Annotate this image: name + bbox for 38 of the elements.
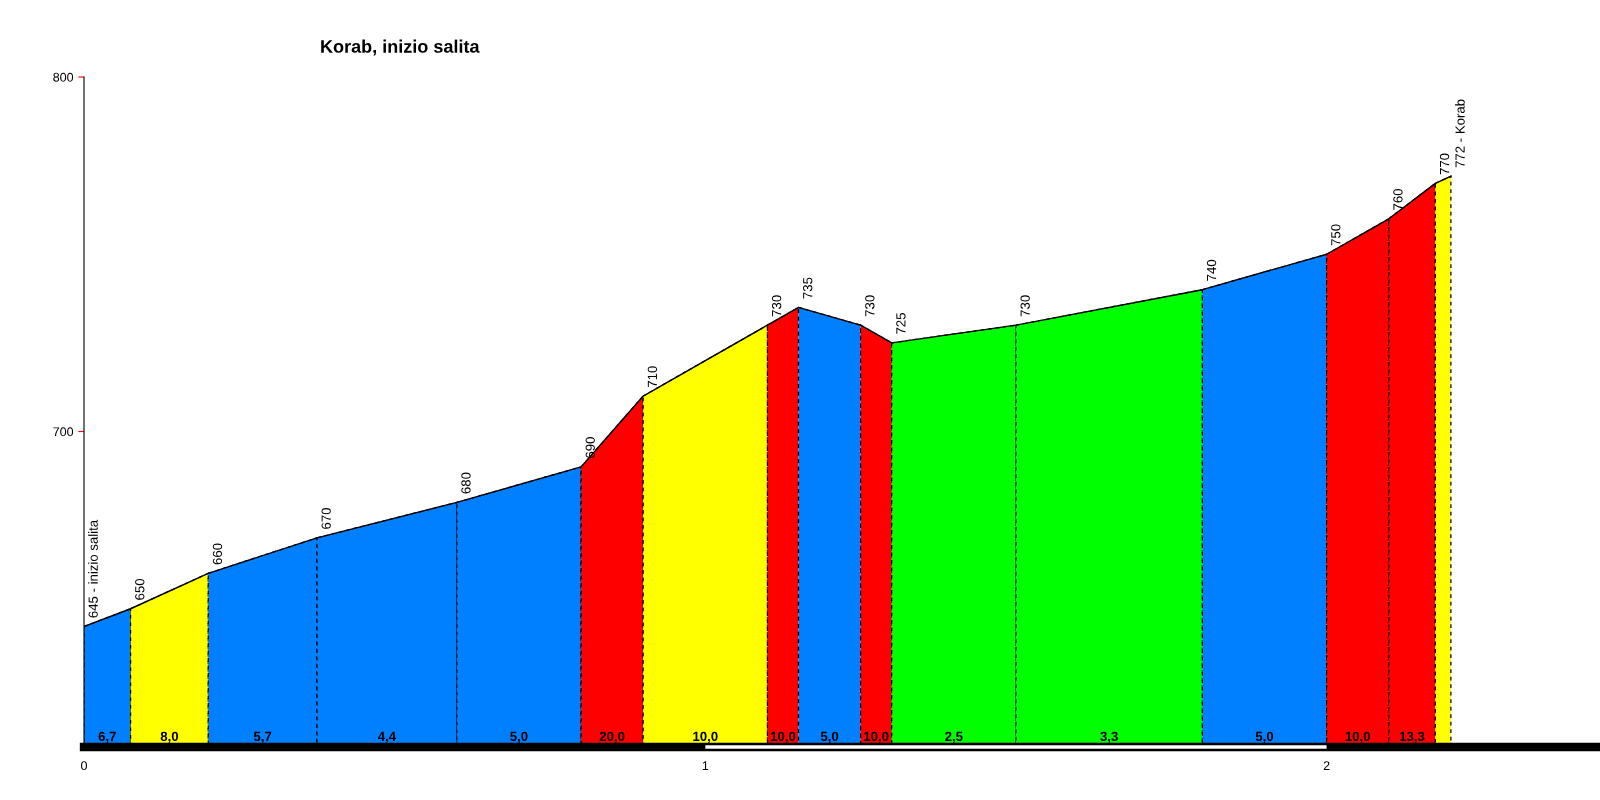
y-tick-label: 800 xyxy=(53,72,74,82)
annotation: 10,0 xyxy=(1345,731,1370,743)
annotation: 10,0 xyxy=(770,731,796,743)
data-label: 690 xyxy=(585,437,595,458)
annotation: 3,3 xyxy=(1100,731,1118,743)
annotation: 6,7 xyxy=(98,731,116,743)
data-label: 760 xyxy=(1393,188,1403,210)
annotation: 5,0 xyxy=(510,731,528,743)
data-label: 750 xyxy=(1331,224,1341,246)
data-label: 735 xyxy=(803,277,813,299)
annotation: 5,7 xyxy=(253,731,272,743)
x-tick-label: 2 xyxy=(1323,761,1330,770)
chart-title: Korab, inizio salita xyxy=(321,39,480,56)
data-label: 680 xyxy=(461,472,471,494)
x-tick-label: 1 xyxy=(702,761,709,770)
data-label: 730 xyxy=(865,295,875,317)
data-label: 670 xyxy=(321,508,331,529)
annotation: 4,4 xyxy=(377,731,396,743)
annotation: 10,0 xyxy=(864,731,889,743)
annotation: 8,0 xyxy=(160,731,179,743)
annotation: 20,0 xyxy=(599,731,625,743)
annotation: 2,5 xyxy=(945,731,963,743)
data-label: 770 xyxy=(1439,153,1450,175)
annotation: 13,3 xyxy=(1400,731,1425,743)
annotation: 5,0 xyxy=(820,731,839,743)
data-label: 730 xyxy=(771,295,782,317)
data-label: 650 xyxy=(135,578,145,600)
data-label: 730 xyxy=(1020,295,1030,317)
data-label: 645 - inizio salita xyxy=(88,519,98,618)
annotation: 10,0 xyxy=(693,731,718,743)
y-tick-label: 700 xyxy=(53,427,74,437)
data-label: 772 - Korab xyxy=(1455,99,1465,168)
data-label: 725 xyxy=(896,313,906,334)
x-tick-label: 0 xyxy=(81,761,87,771)
data-label: 660 xyxy=(212,543,223,565)
data-label: 740 xyxy=(1206,259,1217,281)
data-label: 710 xyxy=(647,366,658,388)
annotation: 5,0 xyxy=(1255,731,1274,743)
